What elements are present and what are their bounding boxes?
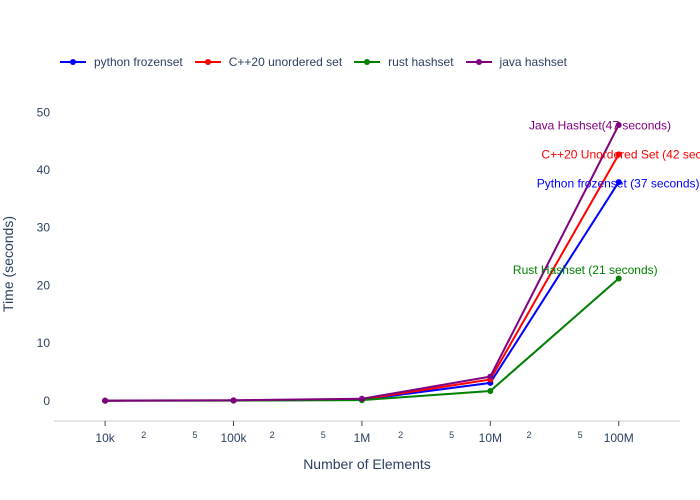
x-tick-label: 10k (95, 431, 115, 445)
series-point (615, 275, 622, 282)
x-minor-tick-label: 2 (270, 430, 275, 440)
legend-item-cpp[interactable]: C++20 unordered set (193, 54, 342, 70)
legend: python frozenset C++20 unordered set rus… (58, 54, 577, 70)
x-minor-tick-label: 5 (321, 430, 326, 440)
x-minor-tick-label: 2 (398, 430, 403, 440)
legend-label: rust hashset (388, 55, 454, 69)
legend-swatch-dot (204, 59, 211, 65)
x-minor-tick-label: 5 (192, 430, 197, 440)
legend-label: python frozenset (94, 55, 183, 69)
legend-label: C++20 unordered set (228, 55, 343, 69)
legend-swatch (194, 59, 221, 65)
x-tick-label: 100k (220, 431, 247, 445)
axes: 0 10 20 30 40 50 10k 100k 1M 10M 100M 2 5 2 5 2 5 2 5 (37, 105, 680, 445)
y-tick-label: 30 (37, 221, 51, 235)
annotations: Java Hashset(47 seconds) C++20 Unordered … (513, 119, 700, 277)
x-minor-tick-label: 5 (449, 430, 454, 440)
x-tick-label: 10M (479, 431, 502, 445)
x-minor-tick-label: 5 (578, 430, 583, 440)
series-point (615, 122, 622, 129)
series-point (102, 397, 109, 404)
series-point (615, 179, 622, 186)
x-minor-tick-label: 2 (526, 430, 531, 440)
series-line-2 (105, 277, 620, 402)
y-tick-label: 10 (37, 336, 51, 350)
series-point (230, 397, 237, 404)
annotation-label: Rust Hashset (21 seconds) (513, 263, 658, 277)
plot-area (102, 122, 622, 404)
legend-label: java hashset (499, 55, 567, 69)
x-tick-label: 1M (354, 431, 371, 445)
legend-swatch (354, 59, 381, 65)
x-minor-tick-label: 2 (141, 430, 146, 440)
x-tick-label: 100M (604, 431, 634, 445)
legend-swatch-dot (475, 59, 482, 65)
legend-swatch-dot (364, 59, 371, 65)
legend-item-rust[interactable]: rust hashset (352, 54, 454, 70)
y-tick-label: 40 (37, 163, 51, 177)
legend-item-python[interactable]: python frozenset (58, 54, 183, 70)
series-point (487, 373, 494, 380)
legend-swatch (60, 59, 86, 65)
annotation-label: Java Hashset(47 seconds) (529, 119, 671, 133)
y-tick-label: 20 (37, 278, 51, 292)
y-tick-label: 0 (43, 394, 50, 408)
legend-swatch (465, 59, 492, 65)
annotation-label: Python frozenset (37 seconds) (537, 176, 700, 190)
annotation-label: C++20 Unordered Set (42 seconds) (541, 147, 700, 161)
legend-item-java[interactable]: java hashset (464, 54, 567, 70)
series-point (615, 151, 622, 158)
x-axis-title: Number of Elements (303, 456, 431, 472)
series-point (358, 395, 365, 402)
y-tick-label: 50 (37, 105, 51, 119)
series-point (487, 387, 494, 394)
legend-swatch-dot (70, 59, 76, 65)
y-axis-title: Time (seconds) (0, 216, 16, 312)
